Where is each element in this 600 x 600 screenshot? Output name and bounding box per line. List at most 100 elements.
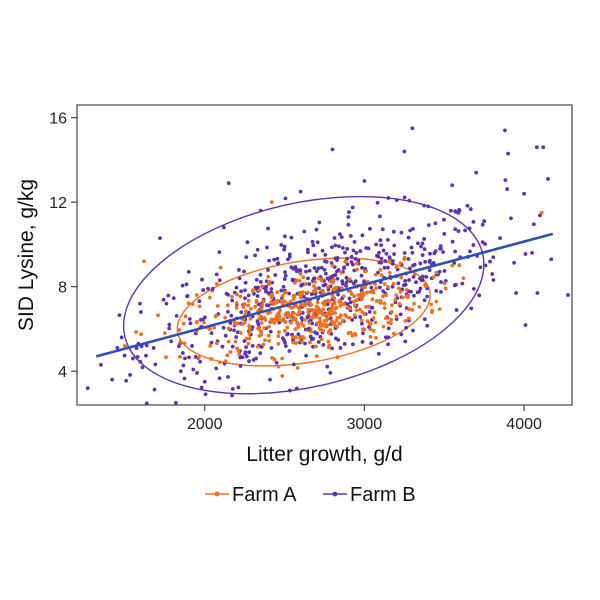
farm-b-point [416,241,420,246]
farm-b-point [488,259,492,264]
regression-line-layer [95,232,554,358]
farm-b-point [283,196,288,201]
farm-b-point [183,356,187,361]
farm-a-point [270,355,275,360]
farm-b-point [246,293,251,298]
farm-b-point [427,268,432,273]
farm-a-point [283,320,288,324]
farm-b-point [422,237,427,241]
farm-a-point [404,288,409,292]
farm-b-point [386,342,390,347]
farm-a-point [276,334,281,339]
farm-b-point [291,362,296,367]
farm-a-point [226,326,231,331]
farm-b-point [376,254,381,259]
farm-b-point [348,300,353,305]
farm-b-point [390,261,395,266]
farm-b-point [317,286,321,291]
farm-a-point [334,318,339,323]
farm-b-point [337,244,341,249]
farm-b-point [382,265,387,270]
farm-b-point [268,329,273,334]
farm-b-point [182,376,187,381]
farm-b-point [294,386,299,391]
farm-a-point [225,303,230,308]
farm-a-point [178,339,183,344]
farm-a-point [406,316,411,321]
farm-b-point [244,255,249,260]
farm-b-point [354,250,359,255]
farm-a-point [321,307,326,312]
farm-b-point [344,283,348,288]
farm-a-point [269,319,274,324]
farm-a-point [181,321,186,326]
farm-b-point [505,187,510,191]
farm-a-point [260,284,265,289]
farm-a-point [235,292,239,297]
farm-a-point [335,324,339,329]
farm-b-point [490,272,495,276]
farm-a-point [314,354,319,359]
farm-a-point [434,270,439,275]
farm-b-point [210,286,215,291]
farm-a-point [318,323,323,328]
data-points [85,126,570,406]
farm-b-point [287,252,292,257]
farm-b-point [311,344,315,349]
farm-a-point [328,313,333,318]
farm-b-point [439,290,443,294]
farm-a-point [266,274,271,279]
farm-b-point [256,285,260,290]
farm-a-point [367,321,372,326]
farm-a-point [326,330,331,335]
farm-b-point [244,345,249,350]
farm-b-point [138,310,143,314]
farm-b-point [345,262,350,267]
farm-a-point [373,320,378,325]
farm-b-point [279,242,284,247]
farm-b-point [316,266,321,271]
farm-a-point [339,300,343,304]
farm-b-point [468,207,473,211]
farm-b-point [128,373,132,377]
farm-a-point [301,275,306,280]
farm-a-point [234,305,239,310]
farm-b-point [338,232,342,237]
farm-b-point [244,354,249,359]
farm-b-point [287,349,292,353]
farm-b-point [324,259,329,264]
farm-a-point [194,293,199,298]
farm-a-point [223,359,228,364]
farm-a-point [142,259,146,264]
farm-b-point [387,255,392,260]
farm-b-point [376,351,381,356]
farm-b-point [323,271,328,276]
farm-b-point [245,240,250,245]
farm-a-point [339,286,344,290]
farm-a-point [394,265,399,269]
farm-a-point [250,289,255,293]
farm-b-point [566,293,570,297]
farm-b-point [299,316,304,320]
farm-b-point [534,145,539,150]
farm-b-point [503,178,508,183]
farm-a-point [309,329,313,334]
farm-b-point [454,308,459,312]
farm-b-point [306,314,311,318]
farm-b-point [369,341,374,346]
farm-b-point [381,248,386,253]
farm-a-point [371,288,376,293]
farm-b-point [135,354,140,359]
farm-b-point [303,264,308,269]
farm-b-point [418,261,423,266]
farm-b-point [312,266,317,270]
farm-b-point [186,270,191,274]
farm-b-point [282,244,287,249]
farm-b-point [166,293,171,298]
farm-a-point [289,320,294,325]
farm-b-point [358,315,363,319]
farm-b-point [428,251,432,256]
farm-b-point [403,339,408,344]
farm-a-point [259,321,264,325]
farm-a-point [348,306,353,311]
